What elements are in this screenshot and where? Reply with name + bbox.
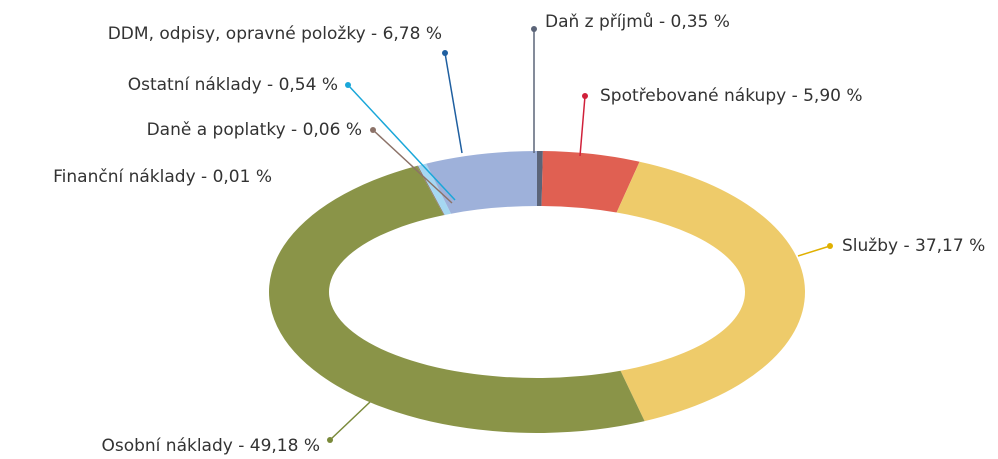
leader-dot [345, 82, 351, 88]
leader-dot [442, 50, 448, 56]
slice-label: Daň z příjmů - 0,35 % [545, 12, 730, 32]
slice-label: Finanční náklady - 0,01 % [53, 167, 272, 187]
leader-line [347, 84, 456, 201]
donut-slice [616, 161, 805, 422]
slice-label: Ostatní náklady - 0,54 % [128, 75, 338, 95]
leader-line [372, 129, 453, 204]
leader-dot [531, 26, 537, 32]
slice-label: Služby - 37,17 % [842, 236, 985, 256]
leader-dot [327, 437, 333, 443]
leader-line [797, 245, 831, 257]
slice-label: Osobní náklady - 49,18 % [101, 436, 320, 456]
donut-slice [418, 163, 452, 215]
donut-slice [537, 151, 543, 207]
slice-label: Daně a poplatky - 0,06 % [147, 120, 362, 140]
leader-line [579, 95, 586, 157]
leader-dot [827, 243, 833, 249]
donut-slice [541, 151, 640, 213]
leader-dot [370, 127, 376, 133]
slice-label: Spotřebované nákupy - 5,90 % [600, 86, 863, 106]
leader-line [329, 401, 371, 441]
slice-label: DDM, odpisy, opravné položky - 6,78 % [108, 24, 442, 44]
leader-line [444, 52, 463, 154]
donut-slice [416, 165, 444, 216]
leader-dot [582, 93, 588, 99]
donut-slice [269, 165, 645, 433]
